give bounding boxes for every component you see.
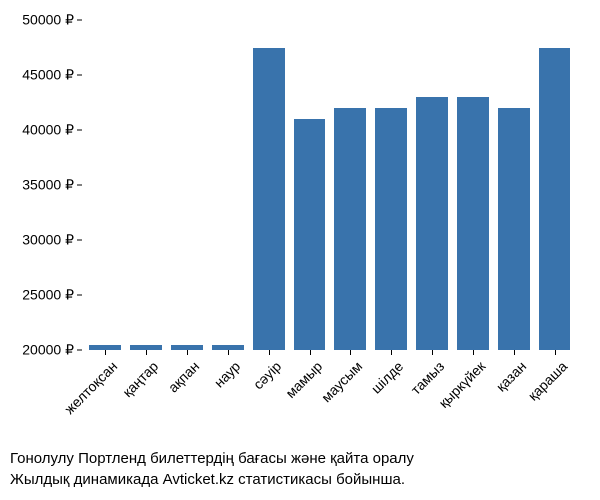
bar [457,97,489,350]
x-tick-label: қазан [493,358,530,395]
bar [416,97,448,350]
y-tick-label: 25000 ₽ [22,287,74,304]
x-tick-mark [187,350,188,355]
x-tick-mark [391,350,392,355]
x-tick-mark [473,350,474,355]
chart-caption: Гонолулу Портленд билеттердің бағасы жән… [10,448,590,490]
bar-slot [248,20,289,350]
y-tick-label: 30000 ₽ [22,232,74,249]
bar [294,119,326,350]
x-tick-mark [555,350,556,355]
y-tick-mark [77,130,82,131]
bar-slot [452,20,493,350]
y-tick-label: 50000 ₽ [22,12,74,29]
bar [539,48,571,351]
y-tick-label: 45000 ₽ [22,67,74,84]
y-axis: 20000 ₽25000 ₽30000 ₽35000 ₽40000 ₽45000… [0,20,82,350]
bar-slot [289,20,330,350]
x-tick-label: желтоқсан [62,358,121,417]
x-tick-mark [228,350,229,355]
caption-line-1: Гонолулу Портленд билеттердің бағасы жән… [10,448,590,469]
x-tick-label: маусым [318,358,365,405]
bar-slot [371,20,412,350]
x-tick-mark [350,350,351,355]
x-tick-label: қараша [524,358,570,404]
bar [498,108,530,350]
y-tick-label: 40000 ₽ [22,122,74,139]
bar-slot [412,20,453,350]
y-tick-label: 20000 ₽ [22,342,74,359]
bar [375,108,407,350]
bars-group [85,20,575,350]
bar-slot [330,20,371,350]
y-tick-mark [77,350,82,351]
bar-slot [534,20,575,350]
caption-line-2: Жылдық динамикада Avticket.kz статистика… [10,469,590,490]
bar [253,48,285,351]
x-tick-label: сәуір [250,358,284,392]
x-tick-mark [146,350,147,355]
x-tick-mark [432,350,433,355]
bar-slot [207,20,248,350]
x-tick-mark [105,350,106,355]
x-tick-label: қаңтар [120,358,162,400]
x-tick-label: шілде [368,358,407,397]
x-axis: желтоқсанқаңтарақпаннаурсәуірмамырмаусым… [85,350,575,450]
bar-slot [85,20,126,350]
bar [334,108,366,350]
x-tick-mark [269,350,270,355]
x-tick-label: наур [211,358,244,391]
y-tick-mark [77,240,82,241]
plot-area [85,20,575,350]
y-tick-mark [77,75,82,76]
y-tick-label: 35000 ₽ [22,177,74,194]
x-tick-label: ақпан [165,358,202,395]
y-tick-mark [77,20,82,21]
y-tick-mark [77,295,82,296]
bar-slot [126,20,167,350]
chart-container: 20000 ₽ 25000 ₽ 30000 ₽ 35000 ₽ 40000 ₽ 45000… [0,0,600,500]
y-tick-mark [77,185,82,186]
bar-slot [493,20,534,350]
x-tick-mark [514,350,515,355]
x-tick-mark [310,350,311,355]
bar-slot [167,20,208,350]
